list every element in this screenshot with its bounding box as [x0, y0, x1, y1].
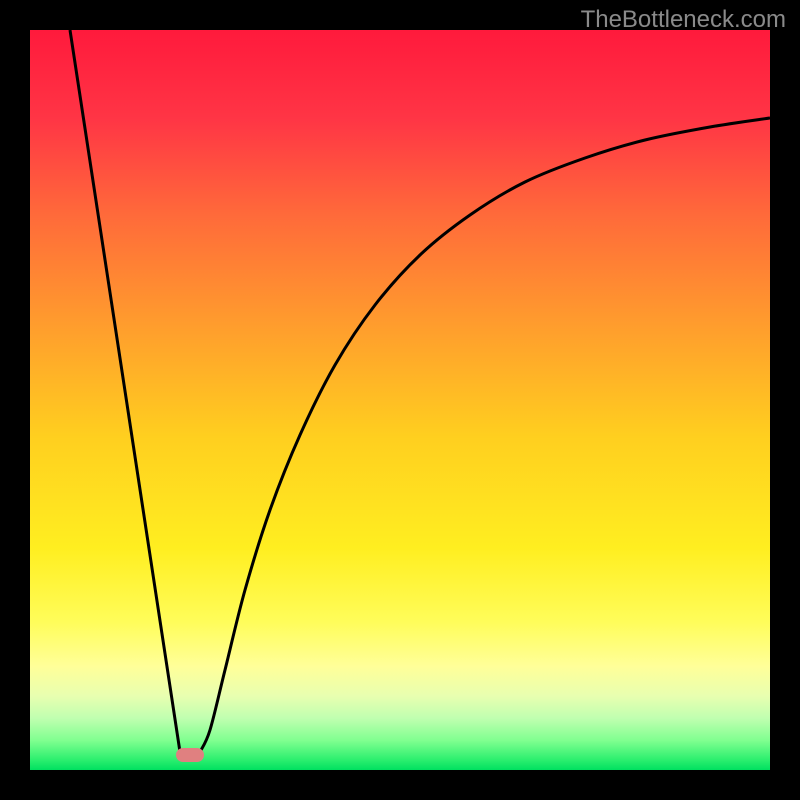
bottleneck-curve: [30, 30, 770, 770]
optimum-marker: [176, 748, 204, 762]
plot-area: [30, 30, 770, 770]
chart-container: TheBottleneck.com: [0, 0, 800, 800]
watermark-label: TheBottleneck.com: [581, 6, 786, 34]
